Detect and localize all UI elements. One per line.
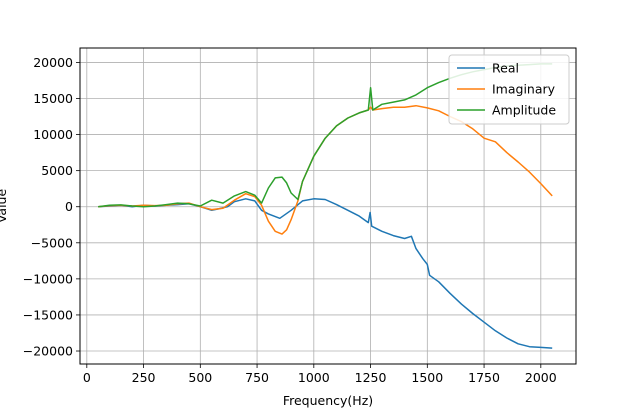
legend-label-amplitude: Amplitude bbox=[492, 103, 556, 118]
axis-ticks: 0 250 500 750 1000 1250 1500 1750 2000 −20000 −150… bbox=[23, 55, 557, 385]
y-tick-label: 0 bbox=[65, 199, 73, 214]
x-tick-label: 500 bbox=[188, 370, 212, 385]
x-tick-label: 750 bbox=[245, 370, 269, 385]
y-tick-label: 5000 bbox=[41, 163, 73, 178]
legend-label-real: Real bbox=[492, 61, 519, 76]
x-tick-label: 1500 bbox=[411, 370, 443, 385]
y-axis-title: Value bbox=[0, 189, 9, 224]
x-tick-label: 1750 bbox=[468, 370, 500, 385]
x-tick-label: 0 bbox=[83, 370, 91, 385]
x-axis-title: Frequency(Hz) bbox=[283, 393, 373, 408]
y-tick-label: −10000 bbox=[23, 271, 73, 286]
legend-box bbox=[448, 54, 570, 125]
y-tick-label: 15000 bbox=[33, 91, 73, 106]
y-tick-label: −15000 bbox=[23, 307, 73, 322]
x-tick-label: 1250 bbox=[355, 370, 387, 385]
y-tick-label: −20000 bbox=[23, 344, 73, 359]
y-tick-label: −5000 bbox=[31, 235, 73, 250]
x-tick-label: 2000 bbox=[525, 370, 557, 385]
legend: Real Imaginary Amplitude bbox=[448, 54, 570, 125]
plot-frame bbox=[79, 47, 577, 365]
legend-label-imaginary: Imaginary bbox=[492, 82, 556, 97]
y-tick-label: 20000 bbox=[33, 55, 73, 70]
x-tick-label: 1000 bbox=[298, 370, 330, 385]
x-tick-label: 250 bbox=[132, 370, 156, 385]
y-tick-label: 10000 bbox=[33, 127, 73, 142]
